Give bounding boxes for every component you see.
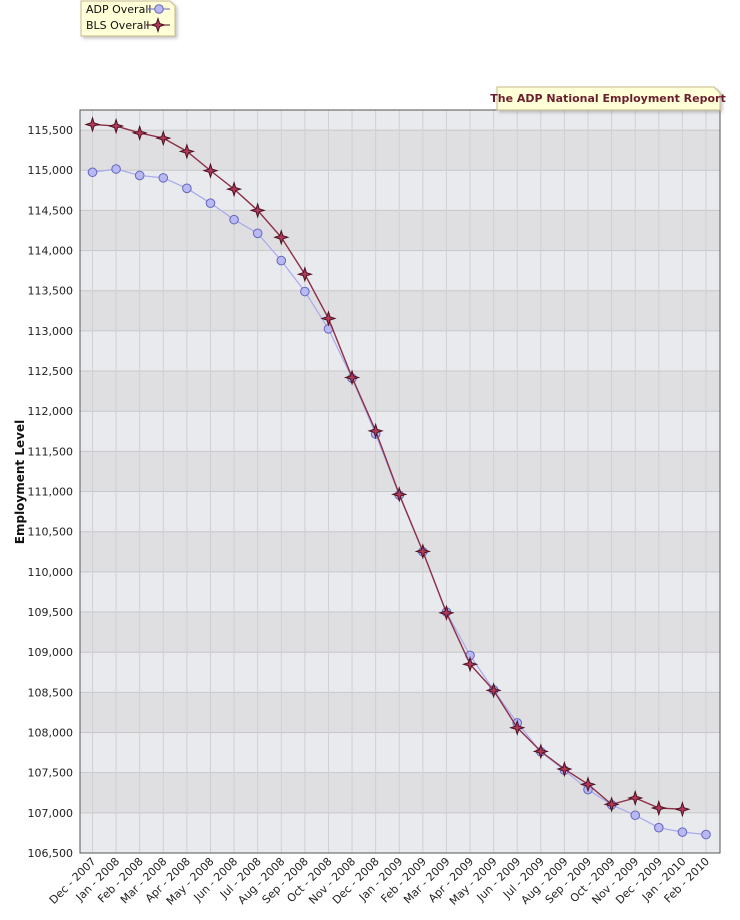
data-point[interactable] xyxy=(155,129,172,147)
series-line xyxy=(92,123,683,810)
data-point[interactable] xyxy=(296,266,314,283)
data-point[interactable] xyxy=(461,656,479,673)
y-axis-label: Employment Level xyxy=(13,420,27,544)
legend-key-bls xyxy=(146,16,170,34)
data-point[interactable] xyxy=(202,162,219,179)
data-point[interactable] xyxy=(225,180,243,198)
plot-band xyxy=(80,130,720,171)
data-point[interactable] xyxy=(87,167,98,178)
data-point[interactable] xyxy=(579,776,597,793)
data-point[interactable] xyxy=(630,810,641,821)
plot-band xyxy=(80,772,720,813)
data-point[interactable] xyxy=(249,202,266,219)
data-point[interactable] xyxy=(300,286,310,297)
y-tick-label: 107,500 xyxy=(28,767,74,780)
legend-key-marker[interactable] xyxy=(149,16,167,34)
plot-band xyxy=(80,451,720,492)
data-point[interactable] xyxy=(158,173,169,183)
y-tick-label: 107,000 xyxy=(28,807,74,820)
data-point[interactable] xyxy=(131,124,148,142)
y-tick-label: 108,000 xyxy=(28,727,74,740)
data-point[interactable] xyxy=(391,486,408,503)
legend[interactable]: ADP Overall BLS Overall xyxy=(80,0,176,37)
data-point[interactable] xyxy=(229,214,239,225)
y-tick-label: 110,500 xyxy=(28,526,74,539)
data-point[interactable] xyxy=(509,719,526,736)
y-tick-labels: 106,500 107,000 107,500 108,000 108,500 109,0… xyxy=(28,124,74,860)
data-point[interactable] xyxy=(276,255,287,266)
y-tick-label: 114,500 xyxy=(28,204,74,217)
data-point[interactable] xyxy=(134,170,145,181)
data-point[interactable] xyxy=(320,310,337,327)
data-point[interactable] xyxy=(182,183,192,194)
plot-band xyxy=(80,612,720,653)
data-point[interactable] xyxy=(677,827,688,837)
y-tick-label: 111,500 xyxy=(28,445,74,458)
y-tick-label: 115,500 xyxy=(28,124,74,137)
legend-key-marker[interactable] xyxy=(154,4,164,14)
data-point[interactable] xyxy=(532,743,549,760)
plot-band xyxy=(80,371,720,412)
y-tick-label: 109,500 xyxy=(28,606,74,619)
data-point[interactable] xyxy=(674,801,691,818)
chart-title-box: The ADP National Employment Report xyxy=(490,86,726,111)
series-bls xyxy=(84,116,691,818)
data-point[interactable] xyxy=(650,799,667,817)
data-point[interactable] xyxy=(701,829,711,840)
data-point[interactable] xyxy=(438,604,455,621)
data-point[interactable] xyxy=(84,116,101,133)
data-point[interactable] xyxy=(367,422,384,440)
y-tick-label: 110,000 xyxy=(28,566,74,579)
y-tick-label: 108,500 xyxy=(28,686,74,699)
legend-label-adp: ADP Overall xyxy=(86,3,151,16)
data-point[interactable] xyxy=(252,228,263,239)
data-point[interactable] xyxy=(485,682,502,699)
y-tick-label: 111,000 xyxy=(28,486,74,499)
data-point[interactable] xyxy=(603,796,620,813)
plot-band xyxy=(80,290,720,331)
data-point[interactable] xyxy=(205,198,216,208)
y-tick-label: 112,500 xyxy=(28,365,74,378)
y-tick-label: 114,000 xyxy=(28,245,74,258)
plot-border xyxy=(79,109,721,854)
data-point[interactable] xyxy=(556,760,573,778)
plot-area xyxy=(80,110,720,853)
chart-title: The ADP National Employment Report xyxy=(490,92,725,105)
y-tick-label: 109,000 xyxy=(28,646,74,659)
y-tick-label: 113,000 xyxy=(28,325,74,338)
data-point[interactable] xyxy=(111,164,121,174)
legend-key-adp xyxy=(148,4,170,14)
y-tick-label: 106,500 xyxy=(28,847,74,860)
data-point[interactable] xyxy=(107,117,125,135)
y-tick-label: 112,000 xyxy=(28,405,74,418)
series-group xyxy=(84,116,711,840)
data-point[interactable] xyxy=(654,822,664,833)
legend-label-bls: BLS Overall xyxy=(86,19,149,32)
data-point[interactable] xyxy=(178,143,196,160)
data-point[interactable] xyxy=(627,789,644,807)
y-tick-label: 115,000 xyxy=(28,164,74,177)
plot-band xyxy=(80,692,720,733)
data-point[interactable] xyxy=(414,543,432,560)
plot-band xyxy=(80,210,720,251)
data-point[interactable] xyxy=(273,229,290,246)
data-point[interactable] xyxy=(343,369,361,386)
y-tick-label: 113,500 xyxy=(28,285,74,298)
plot-band xyxy=(80,531,720,572)
